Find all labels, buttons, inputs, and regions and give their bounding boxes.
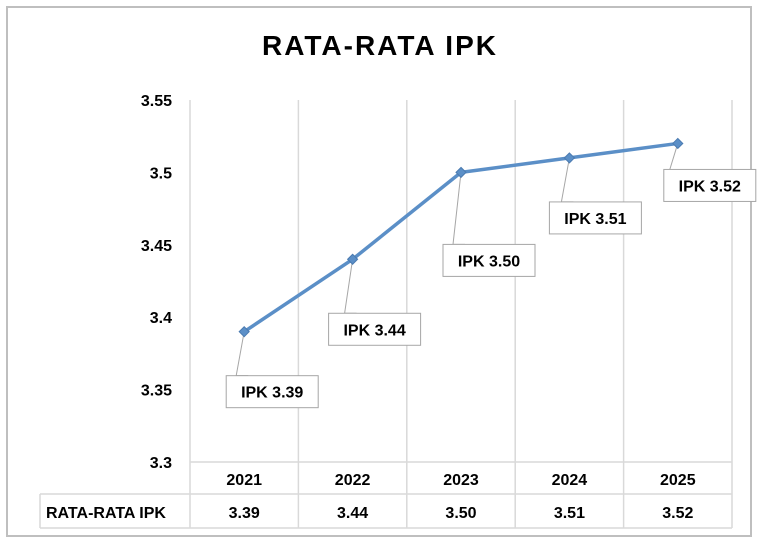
y-tick-label: 3.55 bbox=[141, 93, 172, 110]
table-row-header: RATA-RATA IPK bbox=[46, 505, 166, 522]
data-point-marker bbox=[455, 166, 467, 179]
data-label: IPK 3.39 bbox=[241, 385, 303, 402]
data-point-marker bbox=[346, 253, 359, 265]
data-label-box bbox=[225, 375, 319, 409]
y-tick-label: 3.35 bbox=[141, 383, 172, 400]
data-label-box bbox=[442, 243, 536, 277]
table-cell: 3.52 bbox=[662, 505, 693, 522]
label-leader-line bbox=[344, 259, 357, 314]
data-label: IPK 3.51 bbox=[564, 211, 626, 228]
data-point-marker bbox=[563, 152, 576, 164]
label-leader-line bbox=[560, 157, 574, 203]
label-leader-line bbox=[669, 143, 682, 170]
x-tick-label: 2021 bbox=[226, 472, 262, 489]
data-label: IPK 3.50 bbox=[458, 253, 520, 270]
table-cell: 3.51 bbox=[554, 505, 585, 522]
x-tick-label: 2025 bbox=[660, 472, 696, 489]
data-label-box bbox=[663, 168, 757, 202]
y-tick-label: 3.3 bbox=[150, 455, 172, 472]
x-tick-label: 2023 bbox=[443, 472, 479, 489]
data-label: IPK 3.52 bbox=[679, 178, 741, 195]
data-point-marker bbox=[238, 325, 250, 338]
label-leader-line bbox=[235, 331, 249, 377]
table-cell: 3.39 bbox=[229, 505, 260, 522]
y-tick-label: 3.45 bbox=[141, 238, 172, 255]
data-label-box bbox=[328, 312, 422, 346]
label-leader-line bbox=[452, 172, 465, 245]
chart-title: RATA-RATA IPK bbox=[262, 30, 498, 61]
table-cell: 3.50 bbox=[445, 505, 476, 522]
chart-frame bbox=[6, 6, 752, 537]
data-label-box bbox=[548, 201, 642, 235]
y-tick-label: 3.5 bbox=[150, 165, 172, 182]
y-tick-label: 3.4 bbox=[150, 310, 172, 327]
data-point-marker bbox=[672, 137, 684, 150]
table-cell: 3.44 bbox=[337, 505, 368, 522]
x-tick-label: 2024 bbox=[552, 472, 588, 489]
x-tick-label: 2022 bbox=[335, 472, 371, 489]
data-label: IPK 3.44 bbox=[343, 322, 405, 339]
